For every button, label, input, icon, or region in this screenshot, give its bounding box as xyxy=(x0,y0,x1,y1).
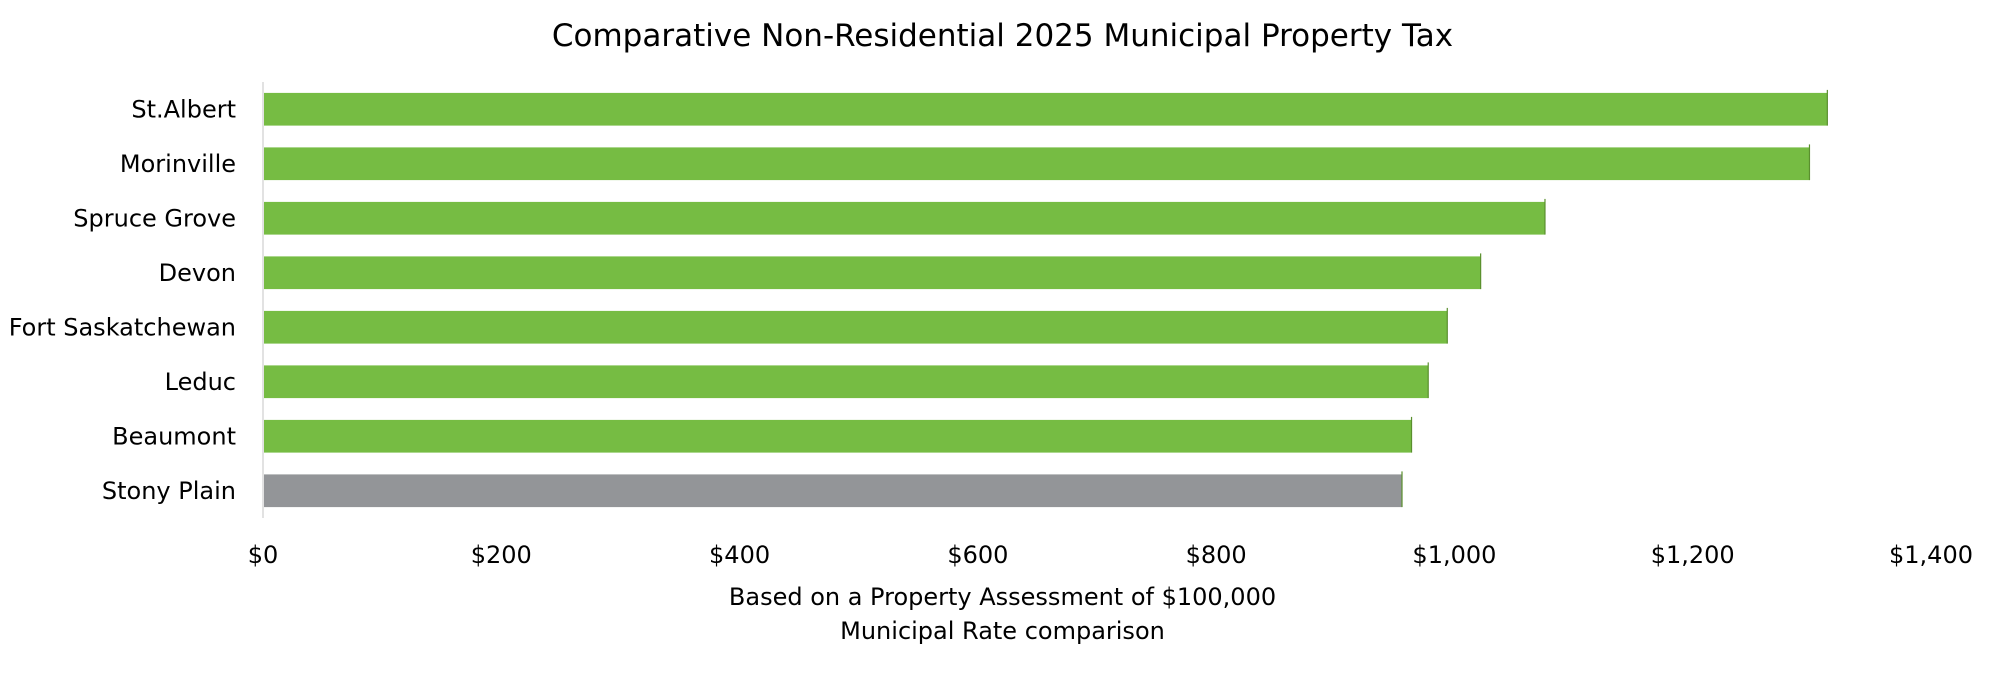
bar-leduc xyxy=(264,365,1429,399)
x-axis-label-line-1: Based on a Property Assessment of $100,0… xyxy=(728,583,1277,611)
y-tick-label: Spruce Grove xyxy=(73,204,236,232)
x-tick-label: $1,200 xyxy=(1651,541,1735,569)
bar-spruce-grove xyxy=(264,201,1545,235)
y-tick-label: Stony Plain xyxy=(102,477,236,505)
y-tick-label: Devon xyxy=(159,259,236,287)
y-tick-label: St.Albert xyxy=(131,95,236,123)
x-tick-label: $1,400 xyxy=(1889,541,1973,569)
bar-stony-plain xyxy=(264,474,1403,508)
chart-title: Comparative Non-Residential 2025 Municip… xyxy=(551,18,1454,54)
y-tick-label: Morinville xyxy=(120,150,236,178)
x-axis-label-line-2: Municipal Rate comparison xyxy=(840,617,1165,645)
bar-fort-saskatchewan xyxy=(264,310,1448,344)
bar-beaumont xyxy=(264,419,1412,453)
x-tick-label: $0 xyxy=(248,541,279,569)
x-tick-label: $200 xyxy=(471,541,532,569)
bar-devon xyxy=(264,256,1481,290)
y-tick-label: Leduc xyxy=(165,368,236,396)
x-tick-label: $800 xyxy=(1186,541,1247,569)
y-tick-label: Beaumont xyxy=(112,422,236,450)
x-tick-label: $600 xyxy=(947,541,1008,569)
x-tick-label: $400 xyxy=(709,541,770,569)
y-tick-label: Fort Saskatchewan xyxy=(9,313,236,341)
x-tick-label: $1,000 xyxy=(1412,541,1496,569)
bar-morinville xyxy=(264,147,1810,181)
bar-st-albert xyxy=(264,92,1828,126)
